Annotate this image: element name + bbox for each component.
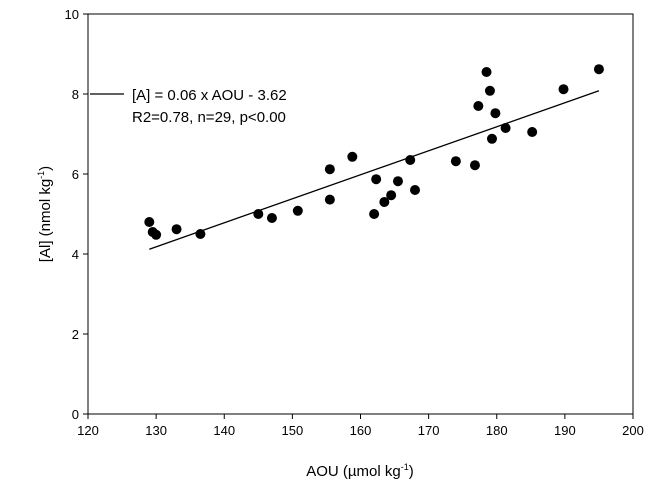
- legend-equation: [A] = 0.06 x AOU - 3.62: [132, 87, 287, 104]
- data-point: [144, 217, 155, 227]
- legend: [A] = 0.06 x AOU - 3.62 R2=0.78, n=29, p…: [90, 87, 287, 126]
- data-point: [593, 64, 604, 75]
- data-point: [195, 229, 206, 239]
- data-point: [410, 185, 420, 195]
- data-point: [324, 164, 335, 175]
- x-axis-label-main: AOU (µmol kg: [306, 463, 401, 480]
- x-axis-ticks: 120 130 140 150 160 170 180 190 200: [77, 414, 644, 438]
- y-axis-label-sup: -1: [36, 171, 46, 179]
- data-point: [450, 156, 461, 167]
- data-point: [473, 101, 484, 111]
- x-tick-label: 150: [282, 423, 304, 438]
- x-tick-label: 120: [77, 423, 99, 438]
- data-point: [490, 108, 501, 119]
- y-tick-label: 0: [72, 407, 79, 422]
- data-point: [469, 160, 480, 171]
- y-tick-label: 4: [72, 247, 79, 262]
- y-tick-label: 6: [72, 167, 79, 182]
- x-tick-label: 190: [554, 423, 576, 438]
- x-tick-label: 130: [145, 423, 167, 438]
- x-axis-label-tail: ): [409, 463, 414, 480]
- data-point: [292, 205, 303, 216]
- data-point: [392, 176, 403, 187]
- regression-layer: [149, 90, 600, 250]
- data-point: [527, 127, 538, 137]
- data-point: [405, 155, 416, 165]
- data-point: [558, 84, 569, 95]
- data-point: [347, 151, 358, 162]
- data-point: [481, 67, 492, 77]
- data-point: [379, 197, 390, 207]
- data-point: [484, 85, 495, 96]
- data-point: [386, 190, 397, 201]
- x-tick-label: 140: [213, 423, 235, 438]
- data-points: [144, 64, 604, 240]
- data-point: [151, 229, 162, 240]
- y-axis-label: [Al] (nmol kg-1): [36, 166, 54, 262]
- x-tick-label: 200: [622, 423, 644, 438]
- y-axis-label-tail: ): [37, 166, 54, 171]
- y-axis-label-main: [Al] (nmol kg: [37, 179, 54, 262]
- regression-line: [149, 90, 600, 250]
- legend-stats: R2=0.78, n=29, p<0.00: [132, 109, 286, 126]
- data-point: [486, 133, 497, 144]
- data-point: [324, 194, 335, 205]
- x-tick-label: 160: [350, 423, 372, 438]
- x-axis-label-sup: -1: [401, 462, 409, 472]
- plot-frame: [87, 13, 634, 415]
- data-point: [500, 123, 511, 133]
- data-point: [266, 213, 277, 223]
- y-tick-label: 2: [72, 327, 79, 342]
- x-tick-label: 180: [486, 423, 508, 438]
- data-point: [253, 209, 264, 219]
- data-point: [369, 209, 380, 219]
- y-tick-label: 8: [72, 87, 79, 102]
- y-axis-ticks: 0 2 4 6 8 10: [65, 7, 88, 422]
- x-tick-label: 170: [418, 423, 440, 438]
- data-point: [371, 174, 382, 185]
- x-axis-label: AOU (µmol kg-1): [306, 462, 414, 480]
- y-tick-label: 10: [65, 7, 79, 22]
- data-point: [171, 224, 182, 235]
